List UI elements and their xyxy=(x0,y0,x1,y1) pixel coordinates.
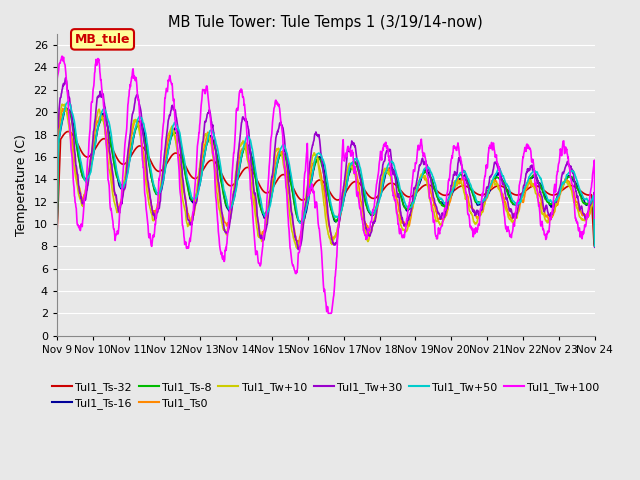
Tul1_Ts-16 xyxy=(233,179,241,185)
Tul1_Tw+10 xyxy=(160,161,168,167)
Title: MB Tule Tower: Tule Temps 1 (3/19/14-now): MB Tule Tower: Tule Temps 1 (3/19/14-now… xyxy=(168,15,483,30)
Tul1_Tw+100 xyxy=(173,131,180,136)
Tul1_Ts0 xyxy=(410,201,417,206)
Tul1_Tw+30 xyxy=(480,196,488,202)
Tul1_Tw+50 xyxy=(591,243,598,249)
Tul1_Ts-16 xyxy=(63,106,71,111)
Line: Tul1_Tw+10: Tul1_Tw+10 xyxy=(57,104,595,249)
Tul1_Ts-32 xyxy=(591,243,598,249)
Tul1_Ts-32 xyxy=(480,192,488,197)
Tul1_Ts-8 xyxy=(527,175,535,181)
Tul1_Tw+10 xyxy=(53,230,61,236)
Tul1_Tw+50 xyxy=(527,170,535,176)
Tul1_Ts0 xyxy=(233,170,241,176)
Tul1_Ts-16 xyxy=(160,175,168,180)
Tul1_Ts-32 xyxy=(65,129,72,134)
Tul1_Ts0 xyxy=(527,183,535,189)
Tul1_Ts-8 xyxy=(480,198,488,204)
Tul1_Ts-8 xyxy=(173,131,180,137)
Tul1_Ts-32 xyxy=(233,177,241,183)
Tul1_Tw+100 xyxy=(160,119,168,125)
Tul1_Ts-8 xyxy=(410,197,417,203)
Tul1_Tw+30 xyxy=(62,75,70,81)
Tul1_Ts-16 xyxy=(527,175,535,180)
Tul1_Ts-32 xyxy=(591,243,598,249)
Tul1_Tw+30 xyxy=(528,163,536,168)
Line: Tul1_Ts-8: Tul1_Ts-8 xyxy=(57,108,595,246)
Tul1_Tw+100 xyxy=(591,216,598,221)
Tul1_Ts-16 xyxy=(480,198,488,204)
Tul1_Ts-32 xyxy=(53,236,61,242)
Tul1_Tw+50 xyxy=(233,180,241,186)
Tul1_Tw+30 xyxy=(294,247,302,252)
Tul1_Tw+50 xyxy=(160,176,168,181)
Line: Tul1_Ts0: Tul1_Ts0 xyxy=(57,108,595,243)
Tul1_Ts-32 xyxy=(160,165,168,171)
Tul1_Tw+50 xyxy=(410,200,417,206)
Tul1_Ts0 xyxy=(480,204,488,209)
Tul1_Ts-8 xyxy=(53,238,61,243)
Line: Tul1_Tw+50: Tul1_Tw+50 xyxy=(57,101,595,246)
Tul1_Tw+100 xyxy=(480,178,488,184)
Legend: Tul1_Ts-32, Tul1_Ts-16, Tul1_Ts-8, Tul1_Ts0, Tul1_Tw+10, Tul1_Tw+30, Tul1_Tw+50,: Tul1_Ts-32, Tul1_Ts-16, Tul1_Ts-8, Tul1_… xyxy=(47,377,604,414)
Y-axis label: Temperature (C): Temperature (C) xyxy=(15,134,28,236)
Tul1_Tw+100 xyxy=(58,53,66,59)
Tul1_Tw+10 xyxy=(591,240,598,245)
Tul1_Tw+30 xyxy=(233,164,241,170)
Tul1_Ts-8 xyxy=(160,170,168,176)
Text: MB_tule: MB_tule xyxy=(75,33,131,46)
Tul1_Ts0 xyxy=(591,240,598,246)
Tul1_Tw+100 xyxy=(53,163,61,169)
Tul1_Ts-8 xyxy=(591,243,598,249)
Tul1_Ts-8 xyxy=(62,105,70,111)
Tul1_Tw+30 xyxy=(53,211,61,216)
Tul1_Tw+50 xyxy=(480,197,488,203)
Tul1_Ts-32 xyxy=(173,150,180,156)
Tul1_Tw+100 xyxy=(324,311,332,316)
Tul1_Ts-16 xyxy=(173,128,180,134)
Tul1_Tw+10 xyxy=(58,101,66,107)
Tul1_Tw+100 xyxy=(233,106,241,111)
Tul1_Ts-16 xyxy=(53,238,61,244)
Tul1_Ts-32 xyxy=(410,192,417,198)
Line: Tul1_Ts-16: Tul1_Ts-16 xyxy=(57,108,595,246)
Tul1_Tw+10 xyxy=(293,246,301,252)
Tul1_Tw+50 xyxy=(173,122,180,128)
Tul1_Tw+30 xyxy=(410,188,418,194)
Line: Tul1_Ts-32: Tul1_Ts-32 xyxy=(57,132,595,246)
Tul1_Tw+30 xyxy=(591,244,598,250)
Tul1_Tw+50 xyxy=(64,98,72,104)
Tul1_Tw+100 xyxy=(410,167,418,173)
Tul1_Tw+10 xyxy=(173,145,180,151)
Tul1_Tw+10 xyxy=(480,202,488,207)
Tul1_Tw+30 xyxy=(173,118,180,124)
Line: Tul1_Tw+30: Tul1_Tw+30 xyxy=(57,78,595,250)
Tul1_Tw+50 xyxy=(53,239,61,245)
Tul1_Tw+30 xyxy=(160,158,168,164)
Tul1_Tw+10 xyxy=(528,181,536,187)
Tul1_Ts0 xyxy=(173,141,180,146)
Tul1_Ts-8 xyxy=(233,177,241,182)
Tul1_Ts0 xyxy=(53,232,61,238)
Tul1_Ts-32 xyxy=(527,184,535,190)
Tul1_Ts0 xyxy=(160,163,168,169)
Tul1_Ts0 xyxy=(59,106,67,111)
Tul1_Tw+100 xyxy=(528,159,536,165)
Tul1_Tw+10 xyxy=(410,198,418,204)
Tul1_Tw+10 xyxy=(233,161,241,167)
Line: Tul1_Tw+100: Tul1_Tw+100 xyxy=(57,56,595,313)
Tul1_Ts-16 xyxy=(410,199,417,204)
Tul1_Ts-16 xyxy=(591,243,598,249)
